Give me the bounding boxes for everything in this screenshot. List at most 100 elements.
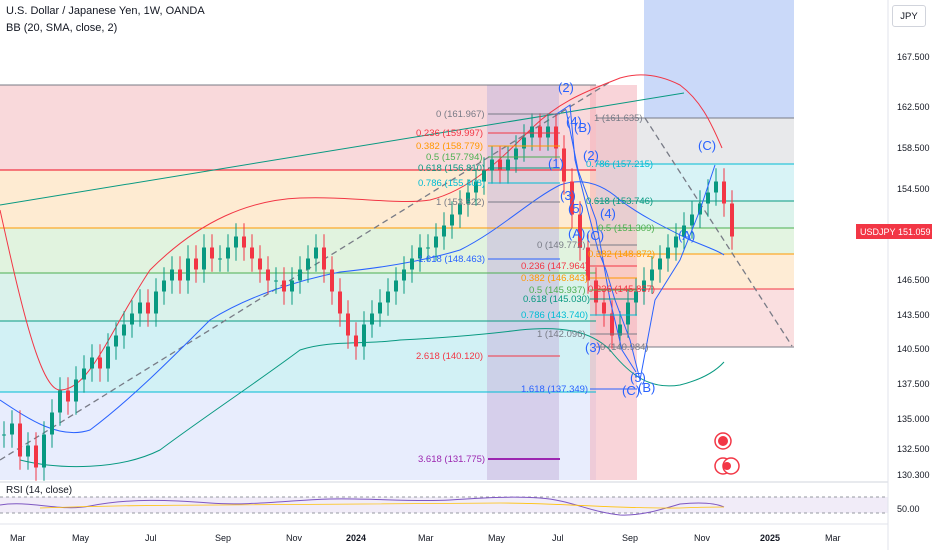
price-tick: 132.500 bbox=[897, 444, 930, 454]
candle-body bbox=[498, 159, 502, 171]
candle-body bbox=[602, 302, 606, 314]
fib-label: 0.618 (156.810) bbox=[418, 163, 485, 174]
candle-body bbox=[594, 280, 598, 303]
fib-label: 0.786 (143.740) bbox=[521, 310, 588, 321]
candle-body bbox=[346, 313, 350, 336]
candle-body bbox=[314, 247, 318, 259]
wave-label: (5) bbox=[568, 201, 584, 216]
candle-body bbox=[138, 302, 142, 314]
fib-label: 2.618 (140.120) bbox=[416, 351, 483, 362]
fib-label: 0 (140.984) bbox=[600, 342, 649, 353]
candle-body bbox=[450, 214, 454, 226]
candle-body bbox=[90, 357, 94, 369]
candle-body bbox=[666, 247, 670, 259]
candle-body bbox=[2, 434, 6, 436]
fib-label: 0.618 (145.030) bbox=[523, 294, 590, 305]
candle-body bbox=[74, 379, 78, 402]
rsi-label: RSI (14, close) bbox=[6, 485, 73, 496]
candle-body bbox=[530, 126, 534, 138]
candle-body bbox=[522, 137, 526, 149]
candle-body bbox=[578, 214, 582, 248]
candle-body bbox=[202, 247, 206, 270]
trend-lines bbox=[0, 81, 793, 461]
wave-label: (B) bbox=[574, 120, 591, 135]
candle-body bbox=[626, 302, 630, 325]
fib-label: 0.236 (159.997) bbox=[416, 128, 483, 139]
candle-body bbox=[130, 313, 134, 325]
fib-label: 0.5 (145.937) bbox=[529, 285, 586, 296]
time-tick: Nov bbox=[286, 533, 303, 543]
fib-label: 0.236 (145.857) bbox=[588, 284, 655, 295]
time-tick: Sep bbox=[622, 533, 638, 543]
candle-body bbox=[434, 236, 438, 248]
wave-label: (3) bbox=[585, 340, 601, 355]
time-axis[interactable]: Mar May Jul Sep Nov 2024 Mar May Jul Sep Nov 2025 Ma… bbox=[10, 533, 841, 543]
rsi-pane bbox=[0, 481, 888, 525]
price-tick: 158.500 bbox=[897, 143, 930, 153]
wave-label: (B) bbox=[638, 380, 655, 395]
candle-body bbox=[58, 390, 62, 413]
price-candles bbox=[2, 113, 734, 481]
candle-body bbox=[426, 247, 430, 249]
fib-label: 0.786 (157.215) bbox=[586, 159, 653, 170]
price-tick: 135.000 bbox=[897, 414, 930, 424]
wave-label: (3) bbox=[560, 188, 576, 203]
fib-label: 0.618 (153.746) bbox=[586, 196, 653, 207]
currency-button[interactable]: JPY bbox=[892, 5, 926, 27]
candle-body bbox=[290, 280, 294, 292]
fib-label: 0 (149.772) bbox=[537, 240, 586, 251]
fib-label: 0.786 (155.408) bbox=[418, 178, 485, 189]
wave-label: (A) bbox=[678, 228, 695, 243]
candle-body bbox=[226, 247, 230, 259]
candle-body bbox=[482, 170, 486, 182]
price-tick: 143.500 bbox=[897, 310, 930, 320]
candle-body bbox=[730, 203, 734, 237]
current-price-symbol: USDJPY bbox=[860, 227, 896, 237]
candle-body bbox=[418, 247, 422, 259]
candle-body bbox=[458, 203, 462, 215]
fib-label: 0.5 (157.794) bbox=[426, 152, 483, 163]
price-axis[interactable]: 167.500 162.500 158.500 154.500 146.500 143.5… bbox=[856, 0, 932, 550]
candle-body bbox=[146, 302, 150, 314]
candle-body bbox=[402, 269, 406, 281]
wave-label: (C) bbox=[622, 383, 640, 398]
price-tick: 140.500 bbox=[897, 344, 930, 354]
fib-label: 1 (142.096) bbox=[537, 329, 586, 340]
candle-body bbox=[490, 159, 494, 171]
fib-label: 0.382 (158.779) bbox=[416, 141, 483, 152]
candle-body bbox=[266, 269, 270, 281]
candle-body bbox=[642, 280, 646, 292]
candle-body bbox=[210, 247, 214, 259]
candle-body bbox=[562, 148, 566, 182]
candle-body bbox=[178, 269, 182, 281]
candle-body bbox=[186, 258, 190, 281]
candle-body bbox=[546, 126, 550, 138]
indicator-label: BB (20, SMA, close, 2) bbox=[6, 22, 118, 34]
current-price-tag bbox=[856, 224, 932, 239]
candle-body bbox=[34, 445, 38, 468]
candle-body bbox=[570, 181, 574, 215]
economic-event-icons[interactable] bbox=[714, 432, 740, 475]
candle-body bbox=[554, 126, 558, 149]
price-tick: 162.500 bbox=[897, 102, 930, 112]
wave-label: (4) bbox=[600, 206, 616, 221]
candle-body bbox=[442, 225, 446, 237]
price-tick: 167.500 bbox=[897, 52, 930, 62]
candle-body bbox=[378, 302, 382, 314]
candle-body bbox=[394, 280, 398, 292]
candle-body bbox=[338, 291, 342, 314]
time-tick: May bbox=[72, 533, 90, 543]
candle-body bbox=[634, 291, 638, 303]
wave-label: (C) bbox=[698, 138, 716, 153]
time-tick: 2025 bbox=[760, 533, 780, 543]
candle-body bbox=[42, 434, 46, 468]
current-price-value: 151.059 bbox=[898, 227, 931, 237]
candle-body bbox=[322, 247, 326, 270]
candle-body bbox=[650, 269, 654, 281]
wave-label: (A) bbox=[568, 226, 585, 241]
wave-label: (C) bbox=[586, 228, 604, 243]
bollinger-bands bbox=[0, 74, 725, 468]
candle-body bbox=[538, 126, 542, 138]
fib-label: 3.618 (131.775) bbox=[418, 454, 485, 465]
